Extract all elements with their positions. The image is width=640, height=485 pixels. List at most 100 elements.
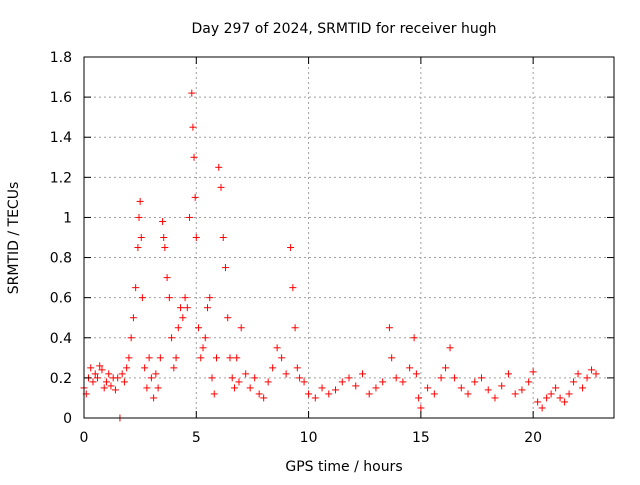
data-point [195, 324, 203, 332]
data-point [352, 382, 360, 390]
data-point [251, 374, 259, 382]
data-point [478, 374, 485, 382]
data-point [237, 324, 245, 332]
data-point [437, 374, 445, 382]
data-point [287, 244, 295, 252]
data-point [161, 244, 169, 252]
data-point [201, 334, 209, 342]
y-tick-label: 1.2 [50, 170, 72, 186]
data-point [415, 394, 423, 402]
data-point [556, 394, 564, 402]
data-point [228, 374, 236, 382]
y-tick-label: 0.4 [50, 331, 72, 347]
data-marks [80, 89, 600, 422]
data-point [150, 394, 158, 402]
data-point [141, 364, 149, 372]
data-point [226, 354, 234, 362]
data-point [206, 294, 214, 302]
data-point [230, 384, 238, 392]
data-point [199, 344, 207, 352]
data-point [136, 197, 144, 205]
data-point [197, 354, 205, 362]
data-point [118, 370, 126, 378]
data-point [93, 374, 101, 382]
data-point [114, 374, 122, 382]
data-point [273, 344, 281, 352]
data-point [504, 370, 512, 378]
data-point [365, 390, 373, 398]
data-point [102, 378, 110, 386]
data-point [143, 384, 151, 392]
data-point [255, 390, 263, 398]
data-point [412, 370, 420, 378]
x-tick-label: 5 [192, 430, 201, 446]
data-point [145, 354, 153, 362]
data-point [410, 334, 418, 342]
data-point [264, 378, 272, 386]
data-point [484, 386, 492, 394]
data-point [552, 384, 560, 392]
data-point [570, 378, 578, 386]
data-point [135, 213, 143, 221]
data-point [129, 314, 137, 322]
data-point [392, 374, 400, 382]
data-point [107, 382, 115, 390]
data-point [190, 153, 198, 161]
data-point [174, 324, 182, 332]
y-tick-label: 1 [63, 210, 72, 226]
data-point [189, 123, 197, 131]
data-point [538, 404, 546, 412]
data-point [345, 374, 353, 382]
data-point [388, 354, 396, 362]
data-point [491, 394, 499, 402]
data-point [221, 264, 229, 272]
data-point [89, 378, 97, 386]
data-point [518, 386, 526, 394]
data-point [179, 314, 187, 322]
data-point [464, 390, 472, 398]
data-point [219, 234, 227, 241]
y-tick-label: 0 [63, 411, 72, 427]
data-point [217, 183, 225, 191]
data-point [583, 374, 591, 382]
data-point [318, 384, 326, 392]
data-point [260, 394, 268, 402]
data-point [123, 364, 131, 372]
data-point [210, 390, 218, 398]
data-point [172, 354, 180, 362]
grid [84, 57, 614, 418]
data-point [471, 378, 479, 386]
x-axis-title: GPS time / hours [285, 459, 402, 475]
y-tick-label: 0.8 [50, 251, 72, 267]
data-point [132, 284, 140, 292]
data-point [332, 386, 340, 394]
data-point [183, 304, 191, 312]
data-point [525, 378, 533, 386]
plot-frame [83, 56, 615, 419]
data-point [406, 364, 414, 372]
data-point [87, 364, 95, 372]
data-point [181, 294, 189, 302]
data-point [574, 370, 582, 378]
data-point [163, 274, 171, 282]
data-point [311, 394, 319, 402]
data-point [111, 386, 119, 394]
data-point [138, 294, 146, 302]
data-point [152, 370, 160, 378]
x-tick-label: 0 [80, 430, 89, 446]
y-axis-title: SRMTID / TECUs [6, 182, 22, 295]
data-point [154, 384, 162, 392]
data-point [282, 370, 290, 378]
data-point [177, 304, 185, 312]
y-tick-label: 0.6 [50, 291, 72, 307]
x-tick-label: 10 [300, 430, 318, 446]
data-point [430, 390, 438, 398]
data-point [98, 366, 106, 374]
data-point [547, 390, 555, 398]
data-point [300, 378, 308, 386]
data-point [242, 370, 250, 378]
data-point [204, 304, 212, 312]
data-point [385, 324, 393, 332]
